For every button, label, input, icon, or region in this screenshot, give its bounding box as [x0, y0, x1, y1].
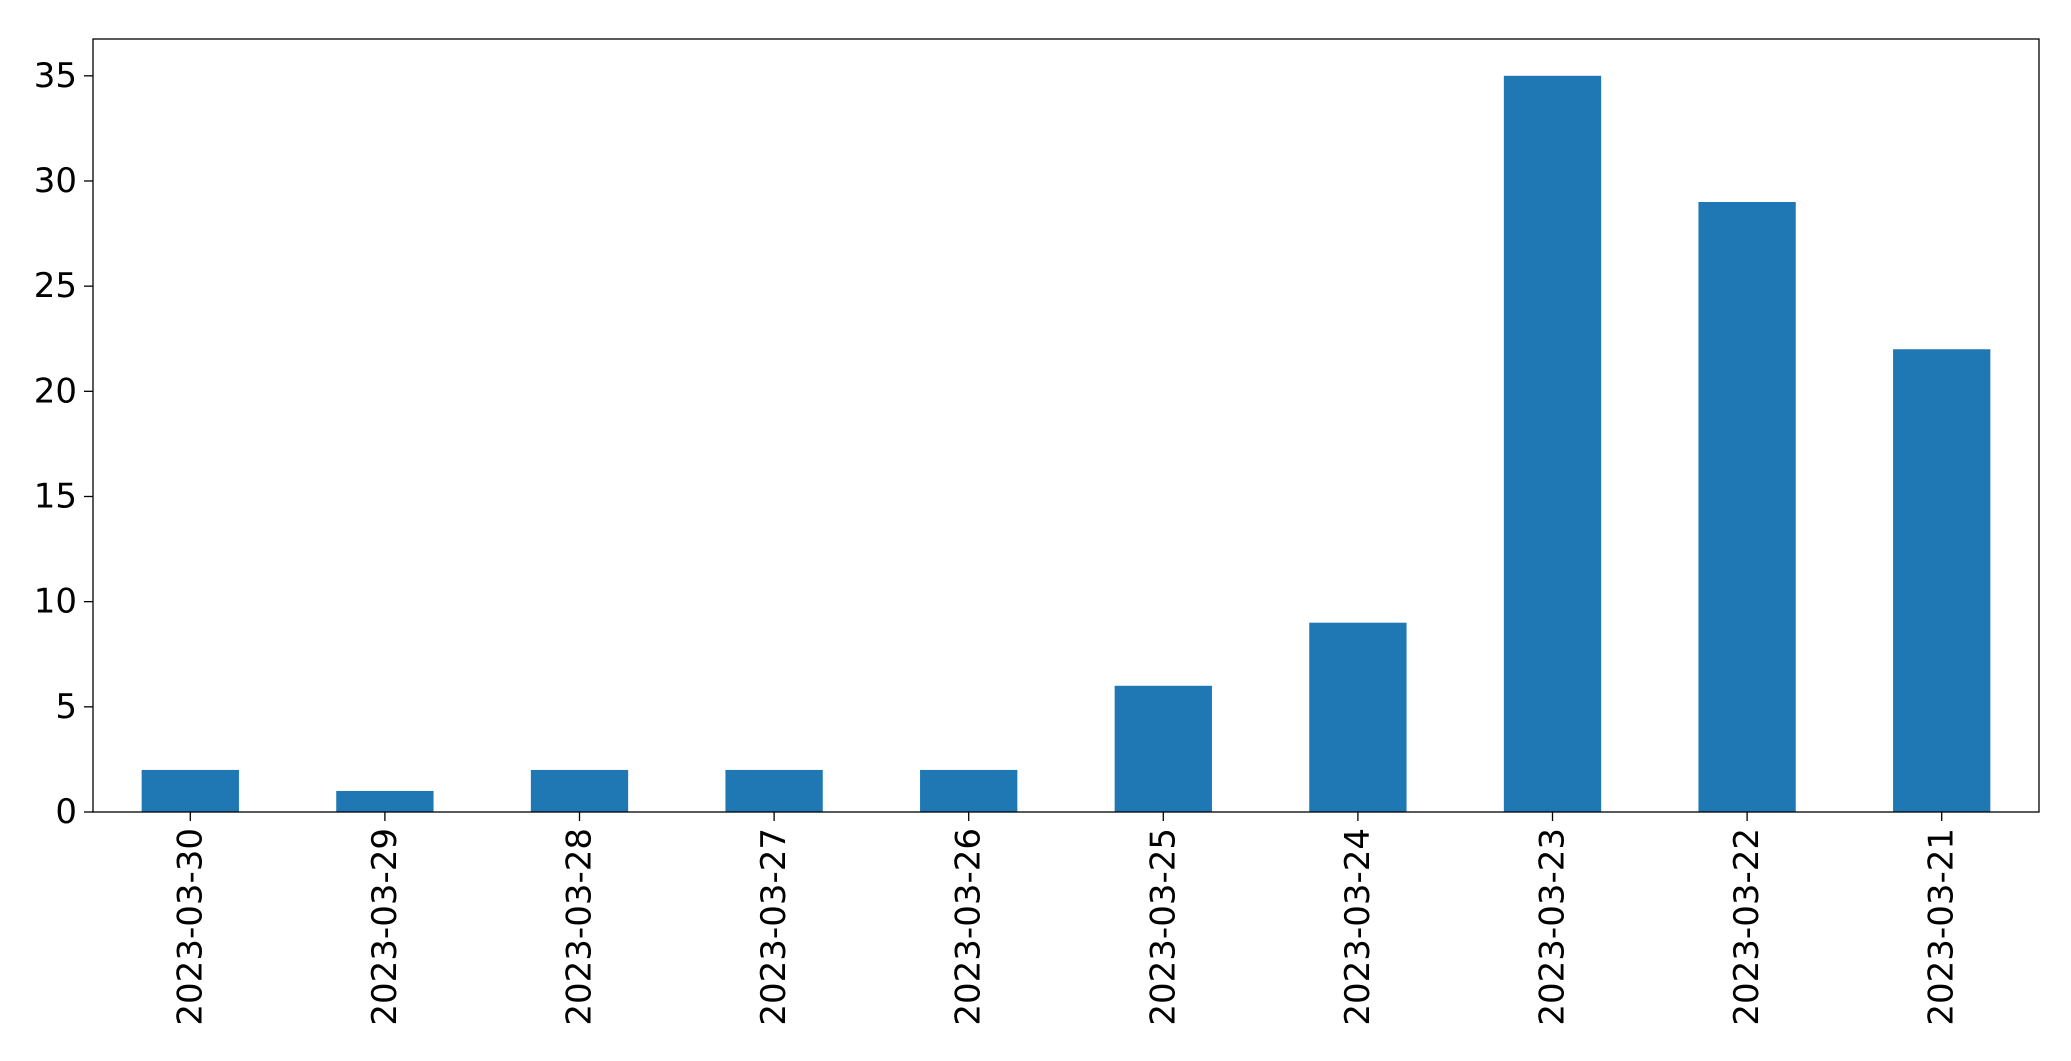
- bar-2023-03-27: [725, 769, 823, 812]
- bar-2023-03-25: [1114, 685, 1212, 812]
- x-tick-label: 2023-03-28: [560, 828, 600, 1026]
- x-tick-label: 2023-03-21: [1922, 828, 1962, 1026]
- y-tick-label: 15: [34, 476, 77, 516]
- plot-frame: [92, 38, 2040, 813]
- bar-2023-03-21: [1893, 349, 1991, 812]
- x-tick-label: 2023-03-27: [754, 828, 794, 1026]
- bar-2023-03-28: [530, 769, 629, 812]
- bars-group: [141, 75, 1991, 813]
- y-tick-label: 0: [55, 792, 77, 832]
- bar-2023-03-30: [141, 769, 239, 812]
- y-tick-label: 35: [34, 56, 77, 96]
- y-tick-label: 10: [34, 582, 77, 622]
- bar-2023-03-23: [1503, 75, 1602, 813]
- y-tick-label: 5: [55, 687, 77, 727]
- y-tick-label: 25: [34, 266, 77, 306]
- x-tick-label: 2023-03-26: [949, 828, 989, 1026]
- bar-2023-03-26: [920, 769, 1018, 812]
- x-tick-label: 2023-03-29: [365, 828, 405, 1026]
- y-tick-label: 30: [34, 161, 77, 201]
- x-tick-label: 2023-03-25: [1143, 828, 1183, 1026]
- bar-2023-03-22: [1698, 202, 1796, 812]
- x-axis: 2023-03-30 2023-03-29 2023-03-28 2023-03-27…: [170, 812, 1962, 1026]
- x-tick-label: 2023-03-23: [1533, 828, 1573, 1026]
- x-tick-label: 2023-03-24: [1338, 828, 1378, 1026]
- bar-2023-03-24: [1309, 622, 1407, 812]
- y-tick-label: 20: [34, 371, 77, 411]
- y-axis: 0 5 10 15 20 25 30 35: [34, 56, 93, 832]
- x-tick-label: 2023-03-30: [170, 828, 210, 1026]
- bar-2023-03-29: [336, 790, 434, 812]
- x-tick-label: 2023-03-22: [1727, 828, 1767, 1026]
